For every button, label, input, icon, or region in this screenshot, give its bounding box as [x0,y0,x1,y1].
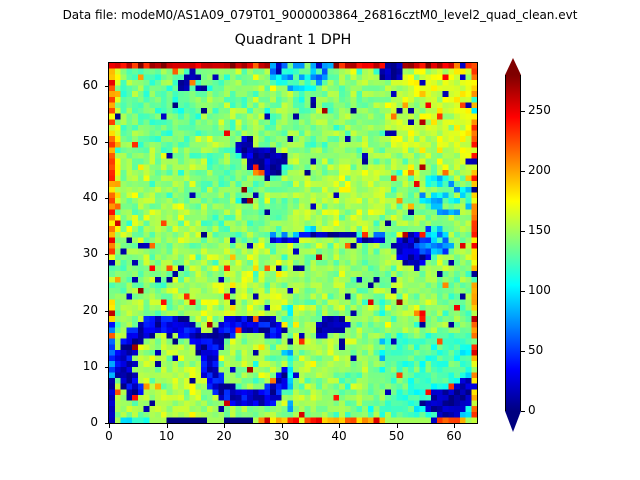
x-tick-mark [109,424,110,428]
y-tick-label: 10 [82,358,98,373]
y-tick-label: 50 [82,133,98,148]
y-tick-mark [104,310,108,312]
y-tick-mark [104,141,108,143]
y-tick-mark [104,85,108,87]
x-tick-label: 0 [105,429,113,443]
y-tick-mark [104,366,108,368]
x-tick-label: 50 [388,429,405,443]
x-tick-mark [396,424,398,428]
colorbar-gradient [505,75,521,411]
colorbar-tick-label: 50 [528,343,544,357]
x-tick-label: 10 [158,429,175,443]
colorbar-tick-mark [521,351,525,352]
colorbar: 250 200 150 100 50 0 [505,58,551,432]
y-tick-mark [104,254,108,256]
colorbar-tick-label: 250 [528,103,551,117]
x-tick-label: 20 [216,429,232,443]
y-tick-label: 60 [82,77,98,92]
x-tick-mark [339,424,340,428]
x-tick-label: 60 [446,429,462,443]
colorbar-tick-mark [521,111,525,112]
colorbar-tick-label: 200 [528,163,551,177]
colorbar-tick-mark [521,411,525,412]
x-tick-mark [281,424,283,428]
figure-suptitle: Data file: modeM0/AS1A09_079T01_90000038… [62,8,578,22]
colorbar-tick-mark [521,231,525,232]
colorbar-over-arrow-icon [505,58,521,75]
heatmap-image [109,63,477,423]
y-tick-label: 0 [90,415,98,429]
x-tick-mark [454,424,455,428]
colorbar-tick-label: 100 [528,283,551,297]
colorbar-tick-mark [521,291,525,292]
y-tick-mark [104,423,108,424]
colorbar-tick-label: 150 [528,223,551,237]
y-tick-label: 20 [82,302,98,317]
colorbar-tick-label: 0 [528,403,536,417]
x-tick-mark [224,424,225,428]
y-tick-label: 30 [82,246,98,261]
x-tick-label: 30 [273,429,290,443]
page-title: Quadrant 1 DPH [234,32,352,48]
x-tick-label: 40 [331,429,347,443]
colorbar-under-arrow-icon [505,411,521,432]
x-tick-mark [166,424,168,428]
heatmap-axes [108,62,478,424]
colorbar-tick-mark [521,171,525,172]
y-tick-mark [104,198,108,199]
y-tick-label: 40 [82,190,98,204]
